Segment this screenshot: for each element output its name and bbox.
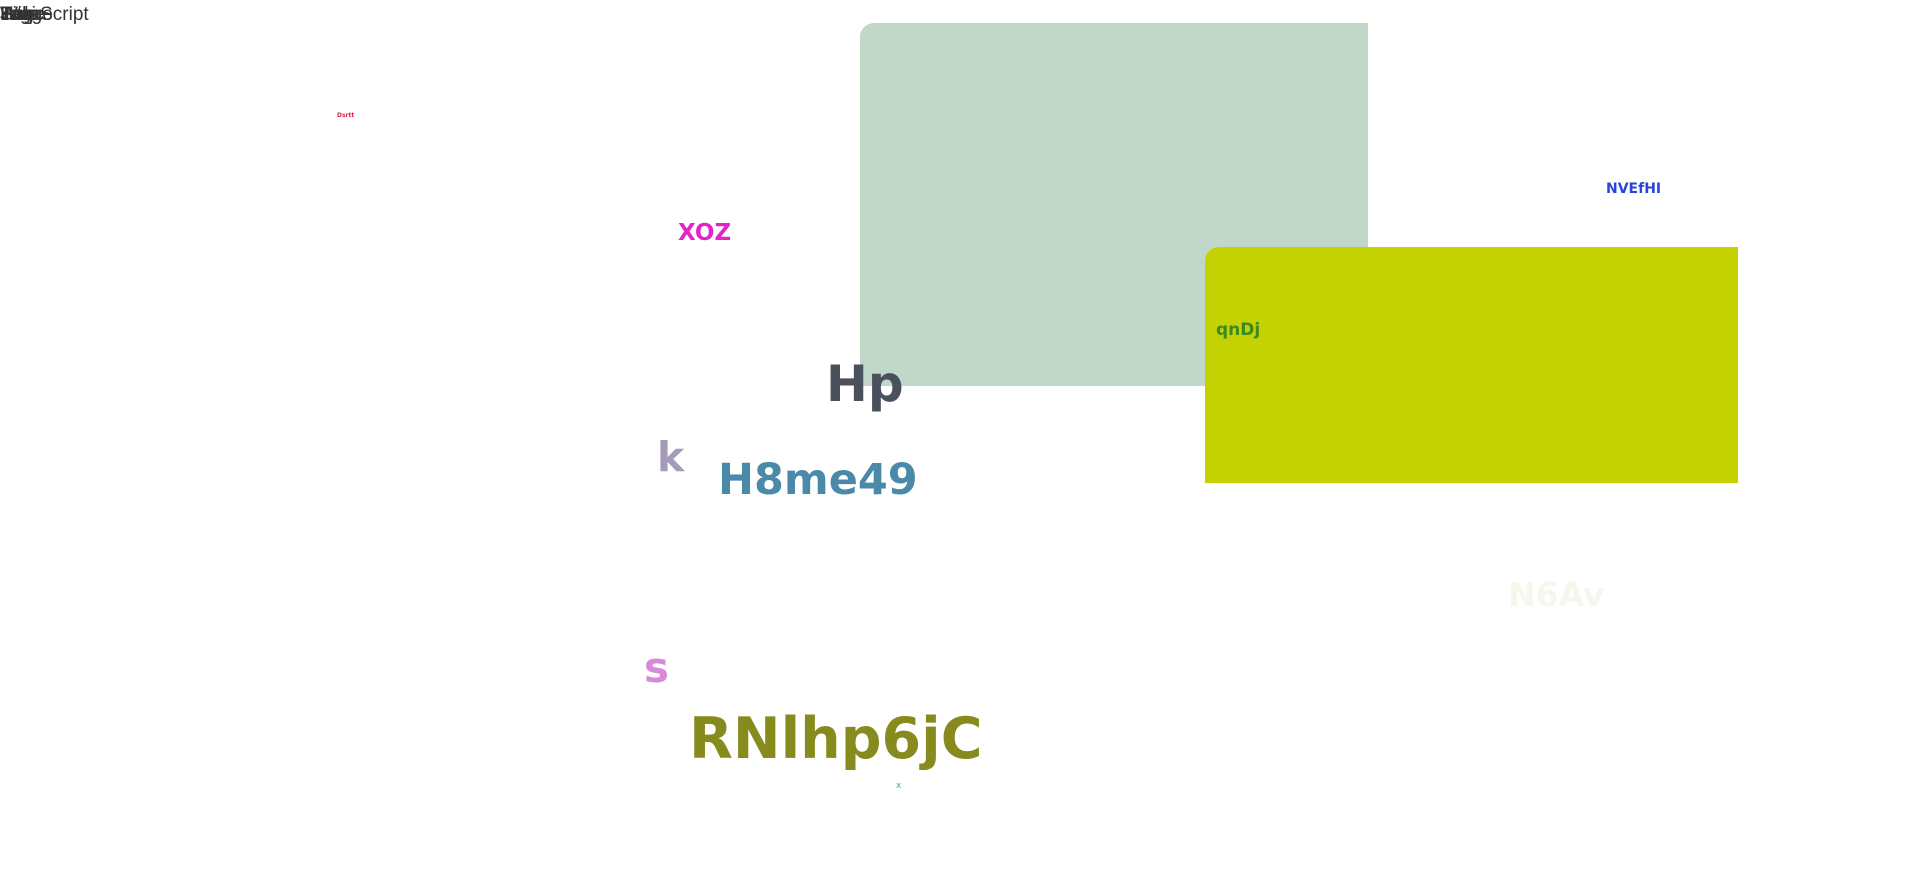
qndj-label: qnDj — [1216, 320, 1261, 340]
h8me49-label: H8me49 — [718, 455, 918, 505]
lime-block — [1205, 247, 1738, 483]
hp-label: Hp — [826, 355, 904, 413]
stacked-text-item: Site — [0, 4, 33, 25]
stacked-text-group: Wiki JavaScript Help Image Page Site Tag — [0, 4, 120, 30]
stacked-text-item: Page — [0, 4, 45, 25]
x-label: x — [896, 781, 902, 791]
nvefhi-label: NVEfHI — [1606, 181, 1662, 197]
rnlhp6jc-label: RNlhp6jC — [689, 706, 983, 772]
n6av-label: N6Av — [1508, 575, 1605, 614]
tiny-red-label: Dsrtt — [337, 112, 355, 119]
stacked-text-item: Tag — [0, 4, 31, 25]
xoz-label: XOZ — [678, 220, 732, 246]
stacked-text-item: Image — [0, 4, 53, 25]
s-label: s — [644, 643, 669, 692]
stacked-text-item: Help — [0, 4, 40, 25]
k-label: k — [657, 433, 685, 481]
stacked-text-item: Wiki — [0, 4, 36, 25]
stacked-text-item: JavaScript — [0, 4, 89, 25]
